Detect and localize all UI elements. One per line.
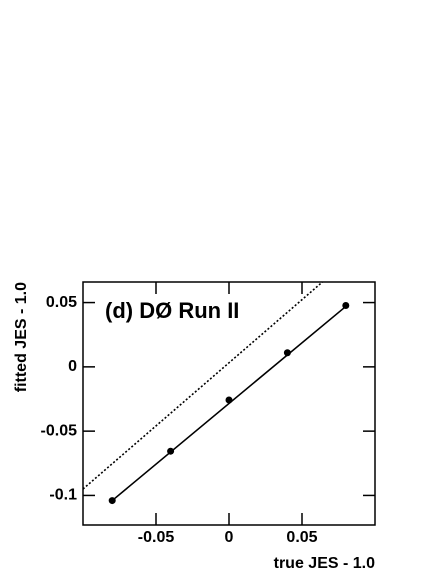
x-tick-label: -0.05	[138, 529, 175, 546]
x-tick-label: 0	[225, 529, 234, 546]
y-tick-label: 0.05	[46, 294, 77, 311]
y-tick-label: -0.1	[49, 487, 77, 504]
y-axis-label: fitted JES - 1.0	[13, 282, 30, 392]
y-tick-label: -0.05	[41, 422, 78, 439]
x-tick-label: 0.05	[286, 529, 317, 546]
y-tick-label: 0	[68, 358, 77, 375]
fit-line	[111, 305, 347, 502]
annotation: (d) DØ Run II	[105, 298, 239, 323]
x-axis-label: true JES - 1.0	[274, 555, 375, 572]
reference-line	[82, 281, 323, 490]
